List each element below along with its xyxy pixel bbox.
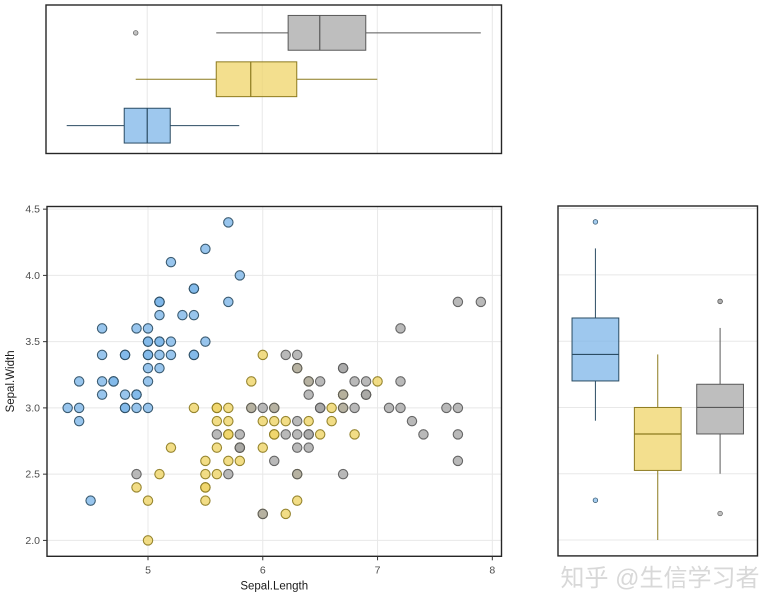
svg-text:2.5: 2.5 bbox=[25, 469, 40, 481]
svg-text:4.5: 4.5 bbox=[25, 204, 40, 216]
svg-text:5: 5 bbox=[145, 564, 151, 576]
svg-text:知乎 @生信学习者: 知乎 @生信学习者 bbox=[560, 565, 759, 592]
svg-text:Sepal.Length: Sepal.Length bbox=[240, 580, 308, 592]
svg-text:7: 7 bbox=[375, 564, 381, 576]
svg-text:2.0: 2.0 bbox=[25, 535, 40, 547]
svg-text:4.0: 4.0 bbox=[25, 270, 40, 282]
svg-text:6: 6 bbox=[260, 564, 266, 576]
svg-text:8: 8 bbox=[489, 564, 495, 576]
svg-text:3.0: 3.0 bbox=[25, 402, 40, 414]
svg-text:3.5: 3.5 bbox=[25, 336, 40, 348]
svg-text:Sepal.Width: Sepal.Width bbox=[5, 350, 17, 412]
